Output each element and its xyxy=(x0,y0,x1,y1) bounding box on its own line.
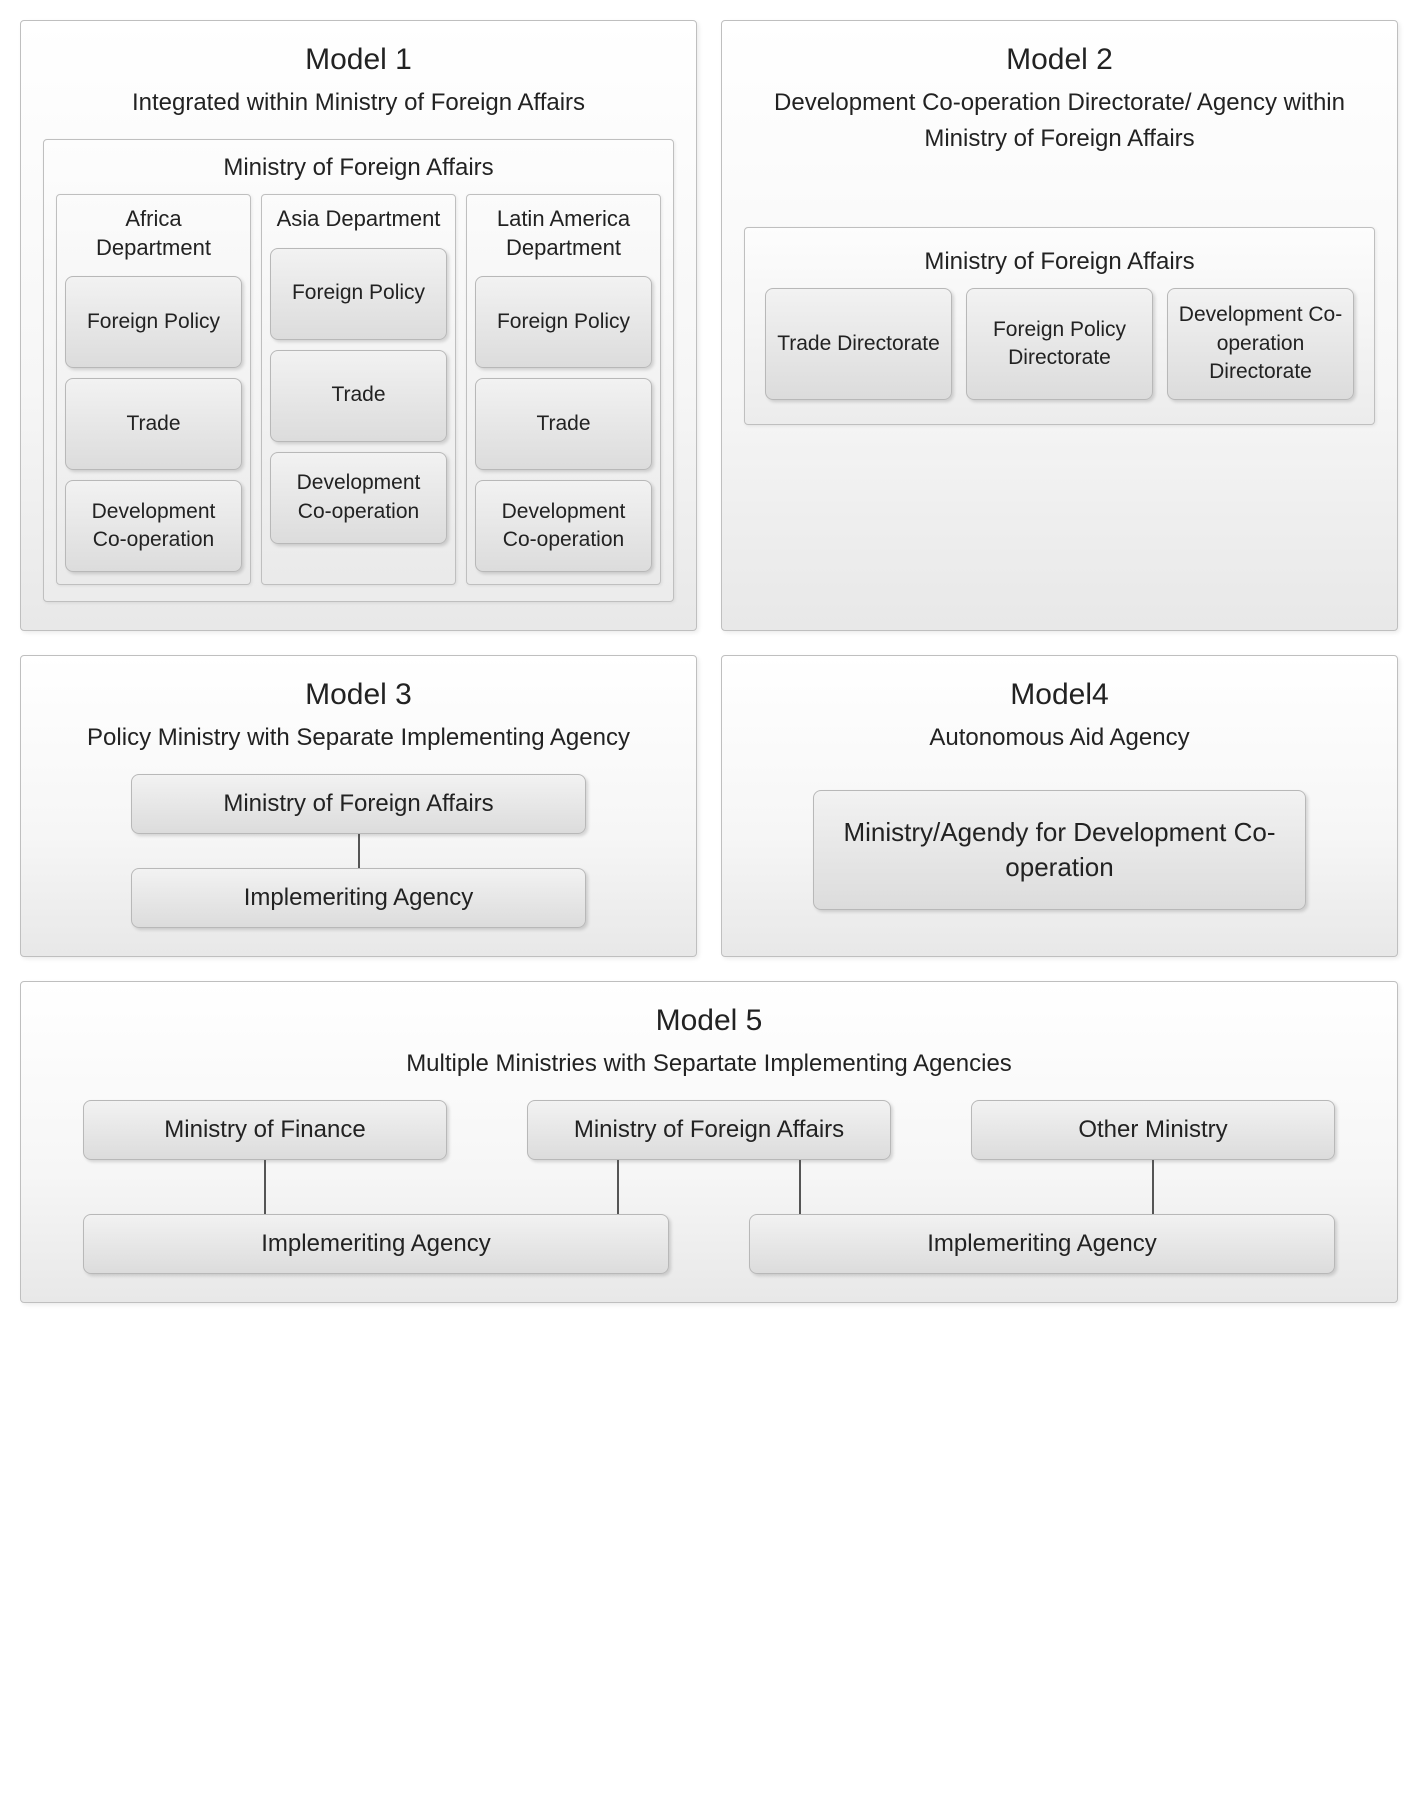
diagram-grid: Model 1 Integrated within Ministry of Fo… xyxy=(20,20,1398,1303)
model-4-title: Model4 xyxy=(744,678,1375,712)
model-2-subtitle: Development Co-operation Directorate/ Ag… xyxy=(744,85,1375,157)
unit-pill: Development Co-operation xyxy=(475,480,652,572)
model-3-agency: Implemeriting Agency xyxy=(131,868,585,928)
panel-model-5: Model 5 Multiple Ministries with Separta… xyxy=(20,981,1398,1303)
model-5-subtitle: Multiple Ministries with Separtate Imple… xyxy=(43,1046,1375,1082)
dept-label: Latin America Department xyxy=(475,205,652,262)
unit-pill: Foreign Policy xyxy=(475,276,652,368)
model-2-title: Model 2 xyxy=(744,43,1375,77)
panel-model-4: Model4 Autonomous Aid Agency Ministry/Ag… xyxy=(721,655,1398,957)
model-1-departments: Africa Department Foreign Policy Trade D… xyxy=(56,194,661,585)
unit-pill: Development Co-operation xyxy=(270,452,447,544)
model-3-ministry: Ministry of Foreign Affairs xyxy=(131,774,585,834)
model-1-subtitle: Integrated within Ministry of Foreign Af… xyxy=(43,85,674,121)
model-4-subtitle: Autonomous Aid Agency xyxy=(744,720,1375,756)
unit-pill: Trade xyxy=(65,378,242,470)
directorate-pill: Trade Directorate xyxy=(765,288,952,400)
model-1-ministry-label: Ministry of Foreign Affairs xyxy=(56,154,661,182)
dept-africa: Africa Department Foreign Policy Trade D… xyxy=(56,194,251,585)
unit-pill: Development Co-operation xyxy=(65,480,242,572)
dept-label: Asia Department xyxy=(277,205,441,234)
model-2-ministry-label: Ministry of Foreign Affairs xyxy=(757,248,1362,276)
implementing-agency: Implemeriting Agency xyxy=(749,1214,1335,1274)
model-1-ministry-box: Ministry of Foreign Affairs Africa Depar… xyxy=(43,139,674,602)
unit-pill: Trade xyxy=(270,350,447,442)
model-4-box: Ministry/Agendy for Development Co-opera… xyxy=(813,790,1305,910)
directorate-pill: Development Co-operation Directorate xyxy=(1167,288,1354,400)
unit-pill: Foreign Policy xyxy=(65,276,242,368)
ministry-finance: Ministry of Finance xyxy=(83,1100,447,1160)
model-5-agencies-row: Implemeriting Agency Implemeriting Agenc… xyxy=(43,1214,1375,1274)
model-5-ministries-row: Ministry of Finance Ministry of Foreign … xyxy=(43,1100,1375,1160)
model-3-subtitle: Policy Ministry with Separate Implementi… xyxy=(43,720,674,756)
ministry-other: Other Ministry xyxy=(971,1100,1335,1160)
unit-pill: Trade xyxy=(475,378,652,470)
panel-model-2: Model 2 Development Co-operation Directo… xyxy=(721,20,1398,631)
unit-pill: Foreign Policy xyxy=(270,248,447,340)
model-3-title: Model 3 xyxy=(43,678,674,712)
panel-model-3: Model 3 Policy Ministry with Separate Im… xyxy=(20,655,697,957)
model-2-ministry-box: Ministry of Foreign Affairs Trade Direct… xyxy=(744,227,1375,425)
directorate-pill: Foreign Policy Directorate xyxy=(966,288,1153,400)
model-5-connectors xyxy=(43,1160,1375,1214)
dept-label: Africa Department xyxy=(65,205,242,262)
panel-model-1: Model 1 Integrated within Ministry of Fo… xyxy=(20,20,697,631)
dept-latin-america: Latin America Department Foreign Policy … xyxy=(466,194,661,585)
model-2-directorates: Trade Directorate Foreign Policy Directo… xyxy=(757,288,1362,400)
model-1-title: Model 1 xyxy=(43,43,674,77)
model-5-title: Model 5 xyxy=(43,1004,1375,1038)
ministry-foreign-affairs: Ministry of Foreign Affairs xyxy=(527,1100,891,1160)
dept-asia: Asia Department Foreign Policy Trade Dev… xyxy=(261,194,456,585)
connector-line xyxy=(358,834,360,868)
implementing-agency: Implemeriting Agency xyxy=(83,1214,669,1274)
